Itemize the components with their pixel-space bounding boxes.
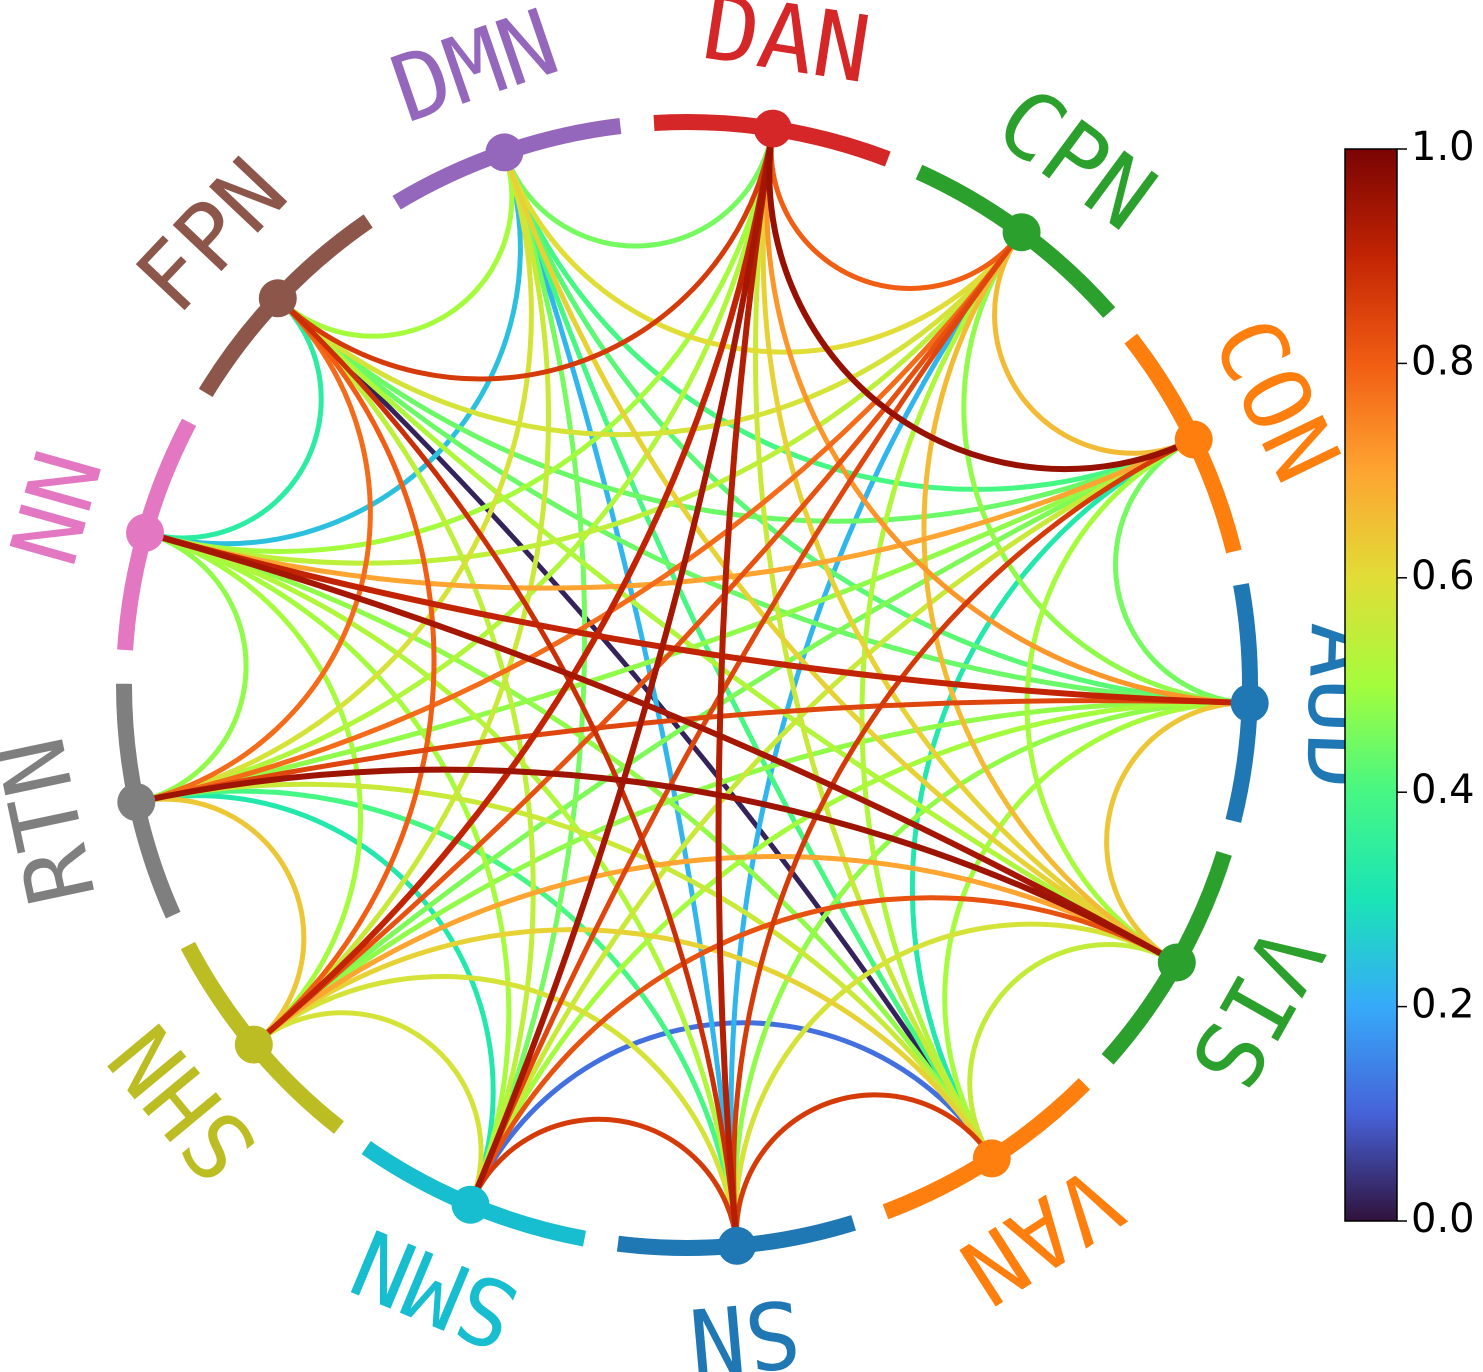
connection-cpn-con (992, 229, 1197, 456)
connection-cpn-smn (468, 229, 1025, 1208)
connection-fpn-dmn (275, 149, 515, 339)
connection-sn-nn (142, 530, 740, 1249)
connection-vis-rtn (133, 766, 1180, 966)
connection-rtn-nn (133, 530, 249, 805)
connection-nn-fpn (142, 295, 324, 541)
colorbar-tick-label: 1.0 (1411, 124, 1475, 170)
connection-smn-shn (251, 1010, 484, 1208)
node-con (1174, 420, 1213, 459)
connection-aud-van (942, 700, 1253, 1161)
connection-sn-smn (468, 1116, 740, 1249)
node-cpn (1002, 213, 1041, 252)
node-nn (126, 513, 164, 552)
network-label-dan: DAN (696, 0, 877, 104)
colorbar-tick-label: 0.8 (1411, 338, 1475, 384)
connection-aud-sn (732, 700, 1253, 1249)
connection-con-aud (1112, 437, 1253, 706)
connection-smn-rtn (133, 793, 496, 1208)
connection-cpn-fpn (275, 229, 1025, 438)
node-rtn (117, 783, 156, 822)
connection-layer (133, 125, 1253, 1249)
connection-dan-vis (760, 126, 1180, 965)
connection-aud-vis (1104, 700, 1253, 965)
connection-con-van (909, 437, 1197, 1161)
connection-shn-rtn (133, 796, 307, 1048)
connection-con-shn (251, 437, 1197, 1048)
connection-van-fpn (275, 295, 995, 1161)
node-dmn (485, 133, 524, 172)
connection-nn-dmn (142, 149, 523, 547)
connection-dan-aud (764, 126, 1253, 706)
connection-aud-nn (142, 529, 1253, 707)
connection-cpn-vis (921, 229, 1180, 965)
connection-cpn-van (859, 229, 1025, 1161)
network-label-nn: NN (0, 440, 124, 576)
connection-sn-rtn (133, 788, 740, 1249)
connection-rtn-fpn (133, 295, 373, 805)
connection-con-fpn (275, 295, 1197, 524)
node-van (972, 1139, 1011, 1178)
connection-dan-cpn (768, 126, 1025, 291)
network-label-con: CON (1191, 302, 1360, 498)
connection-dan-dmn (501, 126, 776, 249)
colorbar-tick-label: 0.0 (1411, 1196, 1475, 1242)
network-label-dmn: DMN (379, 0, 571, 144)
connection-sn-shn (251, 973, 740, 1249)
connection-dan-smn (467, 125, 776, 1208)
colorbar-tick-label: 0.2 (1411, 982, 1475, 1028)
connection-dan-rtn (133, 126, 776, 805)
connection-cpn-dmn (501, 149, 1025, 355)
node-aud (1230, 684, 1269, 723)
connection-shn-nn (142, 530, 364, 1048)
connection-vis-smn (468, 895, 1180, 1208)
node-smn (451, 1185, 490, 1224)
connection-con-sn (731, 437, 1197, 1249)
connection-van-smn (468, 1020, 995, 1208)
connection-vis-sn (733, 921, 1180, 1249)
connection-sn-fpn (275, 295, 740, 1249)
connection-con-dmn (501, 149, 1197, 492)
connection-sn-dmn (501, 149, 740, 1249)
connection-con-vis (1024, 437, 1197, 965)
connection-van-dmn (501, 149, 995, 1161)
connection-smn-fpn (275, 295, 536, 1208)
connection-van-sn (733, 1092, 995, 1249)
connection-aud-rtn (133, 698, 1253, 805)
connection-smn-nn (142, 530, 512, 1208)
colorbar-bar (1344, 148, 1398, 1222)
node-shn (234, 1025, 273, 1064)
connection-dan-nn (142, 126, 776, 554)
network-label-rtn: RTN (0, 729, 117, 914)
colorbar-tick-label: 0.4 (1411, 767, 1475, 813)
connection-vis-shn (251, 854, 1180, 1048)
connection-shn-fpn (251, 295, 437, 1048)
connection-aud-dmn (501, 149, 1253, 706)
network-label-smn: SMN (338, 1208, 533, 1371)
connection-dan-sn (715, 125, 776, 1249)
connection-shn-dmn (251, 149, 551, 1048)
connection-vis-fpn (275, 295, 1180, 965)
colorbar: 0.0 0.2 0.4 0.6 0.8 1.0 (1344, 124, 1475, 1242)
connection-cpn-aud (961, 229, 1253, 706)
network-ring (115, 109, 1269, 1265)
connection-van-shn (251, 927, 995, 1161)
connection-cpn-shn (251, 229, 1025, 1048)
network-label-sn: SN (685, 1278, 805, 1372)
connection-aud-smn (468, 700, 1253, 1208)
connection-dan-con (766, 125, 1197, 473)
connection-vis-van (967, 942, 1180, 1161)
node-dan (753, 109, 792, 148)
connection-rtn-dmn (133, 149, 534, 805)
connection-con-rtn (133, 437, 1197, 805)
node-sn (717, 1226, 756, 1265)
node-fpn (258, 279, 297, 318)
connection-dan-fpn (275, 126, 776, 382)
connection-cpn-rtn (133, 229, 1025, 805)
colorbar-tick-label: 0.6 (1411, 553, 1475, 599)
node-vis (1157, 943, 1196, 982)
connection-van-rtn (133, 781, 995, 1161)
connection-vis-nn (142, 529, 1180, 966)
connection-cpn-nn (142, 229, 1025, 566)
